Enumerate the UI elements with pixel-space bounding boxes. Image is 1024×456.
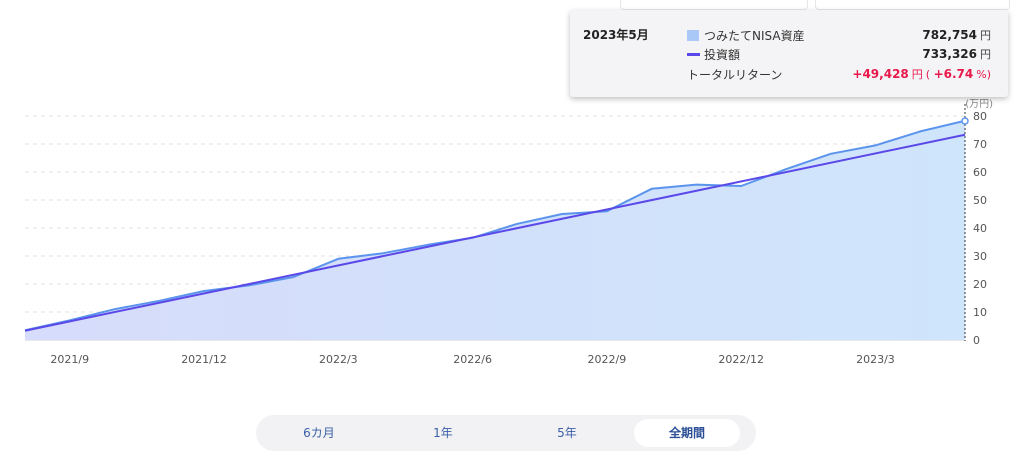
x-axis: 2021/9 2021/12 2022/3 2022/6 2022/9 2022/12 20… (50, 353, 894, 366)
invest-swatch-icon (687, 53, 700, 56)
summary-card-right (815, 0, 1010, 10)
tooltip-return-row: トータルリターン +49,428 円( +6.74%) (687, 66, 991, 82)
tooltip-invest-value: 733,326 円 (922, 47, 991, 61)
asset-swatch-icon (687, 30, 699, 41)
y-axis-unit: (万円) (965, 99, 993, 110)
tooltip-asset-label: つみたてNISA資産 (704, 29, 805, 43)
asset-line (24, 119, 966, 332)
period-option-6m[interactable]: 6カ月 (303, 426, 335, 440)
tooltip-asset-row: つみたてNISA資産 782,754 円 (687, 27, 991, 43)
period-option-all[interactable]: 全期間 (634, 419, 740, 447)
y-tick-label: 20 (973, 278, 987, 291)
y-tick-label: 50 (973, 194, 987, 207)
y-tick-label: 80 (973, 110, 987, 123)
tooltip-return-label: トータルリターン (687, 68, 783, 82)
asset-chart: (万円) 0 10 20 30 40 50 60 70 80 2021/9 2021/12 2022… (24, 99, 993, 366)
x-tick-label: 2022/12 (718, 353, 764, 366)
y-tick-label: 60 (973, 166, 987, 179)
invest-line (24, 133, 966, 332)
x-tick-label: 2021/12 (181, 353, 227, 366)
tooltip-invest-label: 投資額 (704, 48, 741, 62)
x-tick-label: 2023/3 (856, 353, 895, 366)
y-tick-label: 70 (973, 138, 987, 151)
line-layer (24, 119, 966, 332)
tooltip-asset-value: 782,754 円 (922, 28, 991, 42)
x-tick-label: 2022/6 (453, 353, 492, 366)
y-tick-label: 30 (973, 250, 987, 263)
tooltip-invest-row: 投資額 733,326 円 (687, 46, 991, 62)
period-selector: 6カ月 1年 5年 全期間 (256, 415, 756, 451)
y-tick-label: 40 (973, 222, 987, 235)
hover-point (961, 117, 969, 125)
period-option-1y[interactable]: 1年 (433, 426, 453, 440)
tooltip-return-value: +49,428 円( +6.74%) (852, 67, 991, 81)
y-tick-label: 10 (973, 306, 987, 319)
tooltip-date: 2023年5月 (583, 28, 649, 42)
x-tick-label: 2022/9 (588, 353, 627, 366)
x-tick-label: 2022/3 (319, 353, 358, 366)
y-tick-label: 0 (973, 334, 980, 347)
period-option-5y[interactable]: 5年 (557, 426, 577, 440)
summary-card-left (620, 0, 808, 10)
asset-area-layer (25, 120, 965, 340)
y-axis: (万円) 0 10 20 30 40 50 60 70 80 (965, 99, 993, 347)
asset-area (25, 120, 965, 340)
x-tick-label: 2021/9 (50, 353, 89, 366)
chart-tooltip: 2023年5月 つみたてNISA資産 782,754 円 投資額 733,326 円… (570, 10, 1008, 97)
